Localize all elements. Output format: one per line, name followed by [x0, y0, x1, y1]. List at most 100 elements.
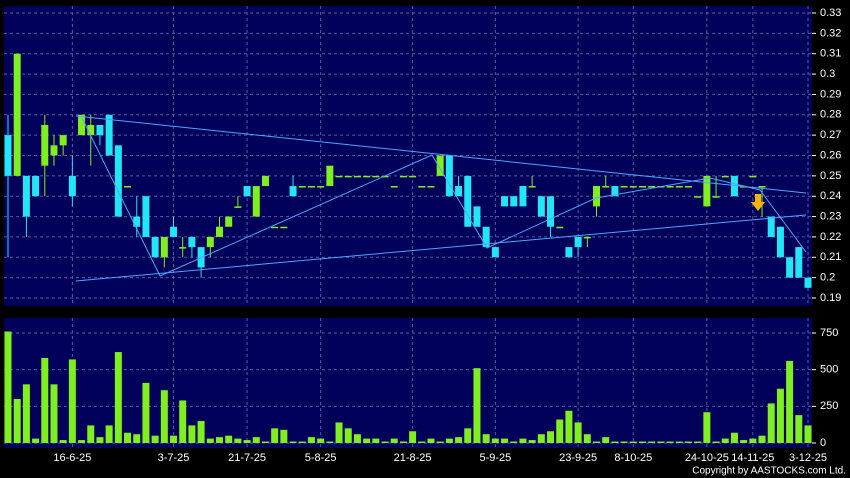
volume-bar: [142, 382, 150, 443]
volume-panel: [4, 318, 812, 448]
volume-bar: [565, 410, 573, 443]
volume-bar: [225, 435, 233, 443]
volume-bar: [473, 368, 481, 443]
volume-bar: [381, 441, 389, 443]
volume-bar: [501, 438, 509, 443]
y-tick-label: 0.29: [820, 88, 841, 100]
candle-body: [215, 226, 223, 237]
volume-bar: [105, 425, 113, 443]
candle-body: [114, 145, 122, 217]
candle-body: [50, 145, 58, 156]
candle-body: [32, 175, 40, 197]
candle-body: [510, 196, 518, 207]
volume-bar: [519, 438, 527, 443]
candle-body: [721, 175, 729, 178]
candle-body: [151, 236, 159, 258]
volume-bar: [96, 437, 104, 443]
candle-body: [436, 155, 444, 176]
volume-bar: [684, 441, 692, 443]
volume-bar: [758, 435, 766, 443]
x-tick-label: 8-10-25: [614, 452, 652, 464]
volume-bar: [289, 441, 297, 443]
candle-body: [409, 175, 417, 178]
volume-bar: [399, 441, 407, 443]
volume-bar: [261, 441, 269, 443]
volume-bar: [160, 390, 168, 443]
volume-bar: [491, 438, 499, 443]
x-tick-label: 24-10-25: [685, 452, 729, 464]
candle-body: [188, 236, 196, 248]
y-tick-label: 0.26: [820, 149, 841, 161]
x-tick-label: 3-12-25: [789, 452, 827, 464]
candle-body: [22, 175, 30, 217]
volume-bar: [335, 422, 343, 443]
y-tick-label: 0.28: [820, 109, 841, 121]
candle-body: [638, 186, 646, 188]
volume-bar: [427, 438, 435, 443]
candle-body: [252, 186, 260, 217]
volume-bar: [151, 435, 159, 443]
candle-body: [611, 186, 619, 197]
x-tick-label: 3-7-25: [158, 452, 190, 464]
y-tick-label: 0.3: [820, 68, 835, 80]
volume-bar: [59, 440, 67, 443]
marks: 0.19 0.2 0.21 0.22 0.23 0.24 0.25 0.26 0.27 0.28 0…: [4, 6, 841, 464]
volume-bar: [675, 441, 683, 443]
candle-body: [399, 175, 407, 178]
candle-body: [464, 175, 472, 227]
candle-body: [795, 247, 803, 278]
candle-body: [59, 135, 67, 146]
volume-bar: [712, 441, 720, 443]
candle-body: [418, 186, 426, 188]
candle-body: [501, 196, 509, 207]
candle-body: [776, 226, 784, 258]
y-tick-label: 0.24: [820, 190, 841, 202]
volume-bar: [87, 425, 95, 443]
candle-body: [289, 186, 297, 197]
candle-body: [620, 186, 628, 188]
x-tick-label: 5-8-25: [305, 452, 337, 464]
volume-bar: [317, 438, 325, 443]
volume-bar: [78, 440, 86, 443]
candle-body: [335, 175, 343, 178]
volume-bar: [547, 431, 555, 443]
volume-bar: [206, 438, 214, 443]
candle-body: [326, 165, 334, 187]
candle-body: [78, 114, 86, 136]
candle-body: [648, 186, 656, 188]
volume-bar: [170, 435, 178, 443]
y-tick-label: 0.2: [820, 272, 835, 284]
candle-body: [482, 226, 490, 248]
candle-body: [317, 186, 325, 188]
y-tick-label: 0.33: [820, 7, 841, 19]
volume-bar: [786, 360, 794, 443]
candle-body: [234, 206, 242, 208]
volume-bar: [767, 403, 775, 443]
y-tick-label: 0.27: [820, 129, 841, 141]
volume-bar: [694, 441, 702, 443]
volume-bar: [197, 421, 205, 443]
volume-bar: [445, 438, 453, 443]
candle-body: [68, 175, 76, 197]
volume-bar: [22, 384, 30, 443]
volume-bar: [41, 357, 49, 443]
candle-body: [455, 186, 463, 197]
volume-bar: [556, 419, 564, 443]
volume-bar: [326, 441, 334, 443]
trend-line: [75, 214, 807, 282]
volume-bar: [583, 434, 591, 443]
candle-body: [537, 196, 545, 217]
y-tick-label: 0.25: [820, 170, 841, 182]
y-tick-label: 0.32: [820, 27, 841, 39]
candle-body: [565, 247, 573, 258]
x-tick-label: 21-7-25: [228, 452, 266, 464]
candle-body: [528, 186, 536, 188]
candle-body: [363, 175, 371, 178]
volume-bar: [464, 428, 472, 443]
volume-bar: [749, 438, 757, 443]
y-tick-label: 0: [820, 437, 826, 449]
candle-body: [96, 124, 104, 136]
candle-body: [473, 206, 481, 227]
candle-body: [124, 186, 132, 188]
